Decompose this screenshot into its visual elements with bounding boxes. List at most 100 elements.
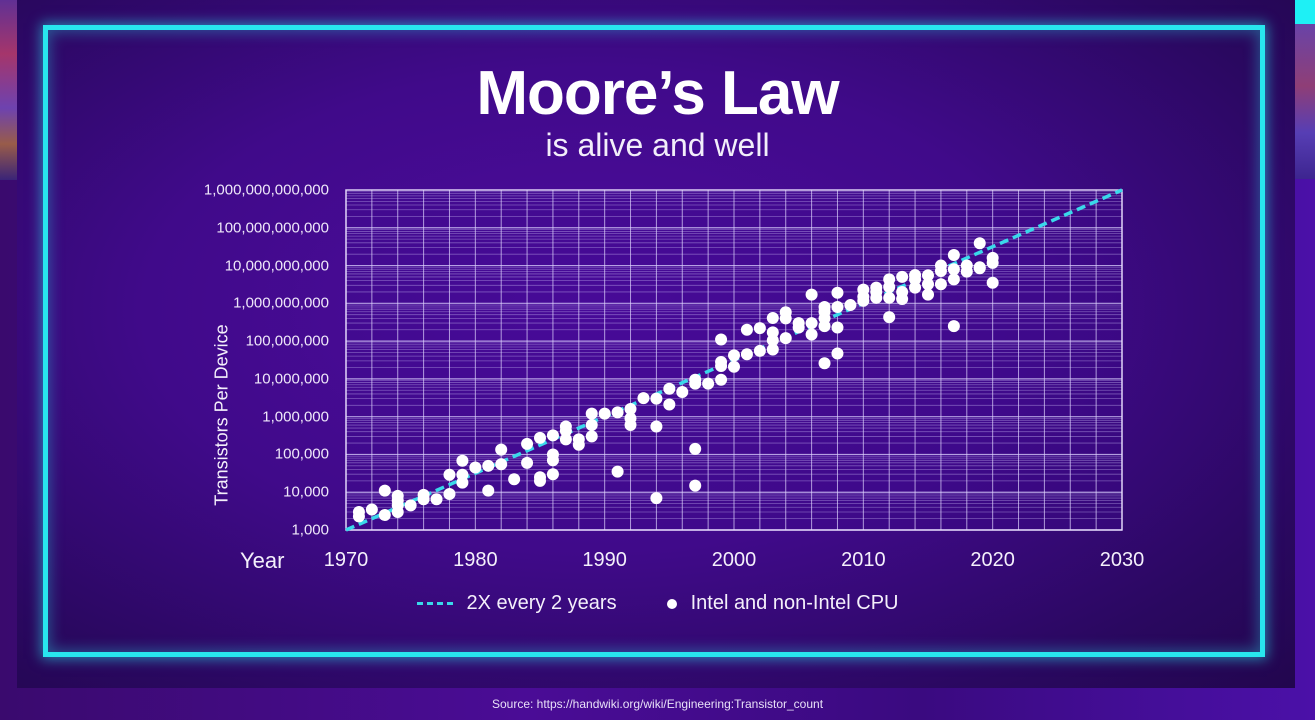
cpu-data-point: [728, 349, 740, 362]
x-tick-label: 2020: [970, 549, 1015, 571]
cpu-data-point: [909, 281, 922, 294]
legend-item-cpu: Intel and non-Intel CPU: [666, 592, 899, 615]
cpu-data-point: [779, 312, 792, 325]
x-tick-label: 1990: [582, 549, 627, 571]
y-tick-label: 1,000: [291, 521, 329, 539]
cpu-data-point: [702, 377, 715, 390]
cpu-data-point: [831, 321, 844, 334]
y-tick-label: 100,000: [274, 445, 329, 463]
cpu-data-point: [973, 237, 986, 250]
cpu-data-point: [922, 288, 934, 301]
cpu-data-point: [689, 442, 702, 455]
cpu-data-point: [831, 347, 844, 360]
cpu-data-point: [870, 291, 883, 304]
cpu-data-point: [365, 503, 378, 516]
cpu-data-point: [546, 468, 559, 481]
cpu-data-point: [495, 443, 508, 456]
cpu-data-point: [534, 431, 546, 444]
cpu-data-point: [637, 392, 650, 405]
cpu-data-point: [352, 505, 365, 518]
cpu-data-point: [521, 437, 534, 450]
y-tick-label: 10,000,000: [253, 370, 329, 388]
cpu-data-point: [482, 484, 495, 497]
cpu-data-point: [391, 505, 404, 518]
cpu-data-point: [922, 278, 934, 291]
cpu-data-point: [559, 433, 572, 446]
cpu-data-point: [818, 357, 831, 370]
cpu-data-point: [818, 300, 831, 313]
background-right-strip: [1295, 24, 1315, 179]
cpu-data-point: [766, 326, 779, 339]
cpu-data-point: [857, 290, 870, 303]
cpu-data-point: [378, 508, 391, 521]
cpu-data-point: [947, 249, 960, 262]
cpu-data-point: [883, 311, 896, 324]
cpu-data-point: [430, 493, 443, 506]
cpu-data-point: [960, 259, 973, 272]
cpu-data-point: [934, 259, 947, 272]
cpu-data-point: [896, 293, 909, 306]
cpu-data-point: [572, 433, 585, 446]
cpu-data-point: [934, 278, 947, 291]
cpu-data-point: [546, 429, 559, 442]
cpu-data-point: [585, 407, 598, 420]
cpu-data-point: [404, 499, 417, 512]
y-tick-label: 10,000: [283, 483, 329, 501]
cpu-data-point: [973, 261, 986, 274]
legend-label-cpu: Intel and non-Intel CPU: [690, 592, 899, 614]
cpu-data-point: [909, 269, 922, 282]
y-tick-label: 1,000,000,000,000: [203, 181, 329, 199]
x-tick-label: 1980: [453, 549, 498, 571]
cpu-data-point: [624, 402, 637, 415]
cpu-data-point: [715, 373, 728, 386]
y-tick-label: 10,000,000,000: [224, 257, 329, 275]
cpu-data-point: [663, 398, 676, 411]
cpu-data-point: [443, 468, 456, 481]
cpu-data-point: [883, 273, 896, 286]
plot-border: [345, 189, 1123, 531]
cpu-data-point: [805, 317, 818, 330]
neon-frame: [43, 25, 1265, 657]
cpu-data-point: [508, 473, 521, 486]
dot-icon: [666, 598, 677, 609]
cpu-data-point: [896, 270, 909, 283]
cpu-data-point: [766, 311, 779, 324]
cpu-data-point: [947, 320, 960, 333]
cpu-data-point: [443, 487, 456, 500]
cpu-data-point: [521, 456, 534, 469]
cpu-data-point: [624, 419, 637, 432]
x-tick-label: 2000: [711, 549, 757, 571]
cpu-data-point: [663, 382, 676, 395]
cpu-data-point: [689, 373, 702, 386]
cpu-data-point: [831, 286, 844, 299]
cpu-data-point: [870, 281, 883, 294]
cpu-data-point: [378, 484, 391, 497]
chart-title: Moore’s Law: [476, 59, 839, 128]
cpu-data-point: [585, 419, 598, 432]
cpu-data-point: [495, 458, 508, 471]
cpu-data-point: [766, 343, 779, 356]
cpu-data-point: [753, 344, 766, 357]
cpu-data-point: [456, 454, 469, 467]
cpu-data-point: [728, 360, 740, 373]
x-tick-label: 1970: [323, 549, 369, 571]
cpu-data-point: [715, 333, 728, 346]
cpu-data-point: [740, 348, 753, 361]
cpu-data-point: [391, 489, 404, 502]
cpu-data-point: [947, 273, 960, 286]
source-caption: Source: https://handwiki.org/wiki/Engine…: [491, 697, 824, 711]
cpu-data-point: [922, 269, 934, 282]
cpu-data-point: [546, 454, 559, 467]
cpu-data-point: [740, 323, 753, 336]
x-axis-label: Year: [240, 548, 285, 573]
cpu-data-point: [805, 328, 818, 341]
dashed-line-icon: [416, 602, 453, 605]
cpu-data-point: [611, 406, 624, 419]
cpu-data-point: [469, 461, 482, 474]
cpu-data-point: [715, 355, 728, 368]
background-left-strip: [0, 0, 17, 180]
cpu-data-point: [792, 317, 805, 330]
cpu-data-point: [585, 430, 598, 443]
y-tick-label: 100,000,000: [245, 332, 329, 350]
